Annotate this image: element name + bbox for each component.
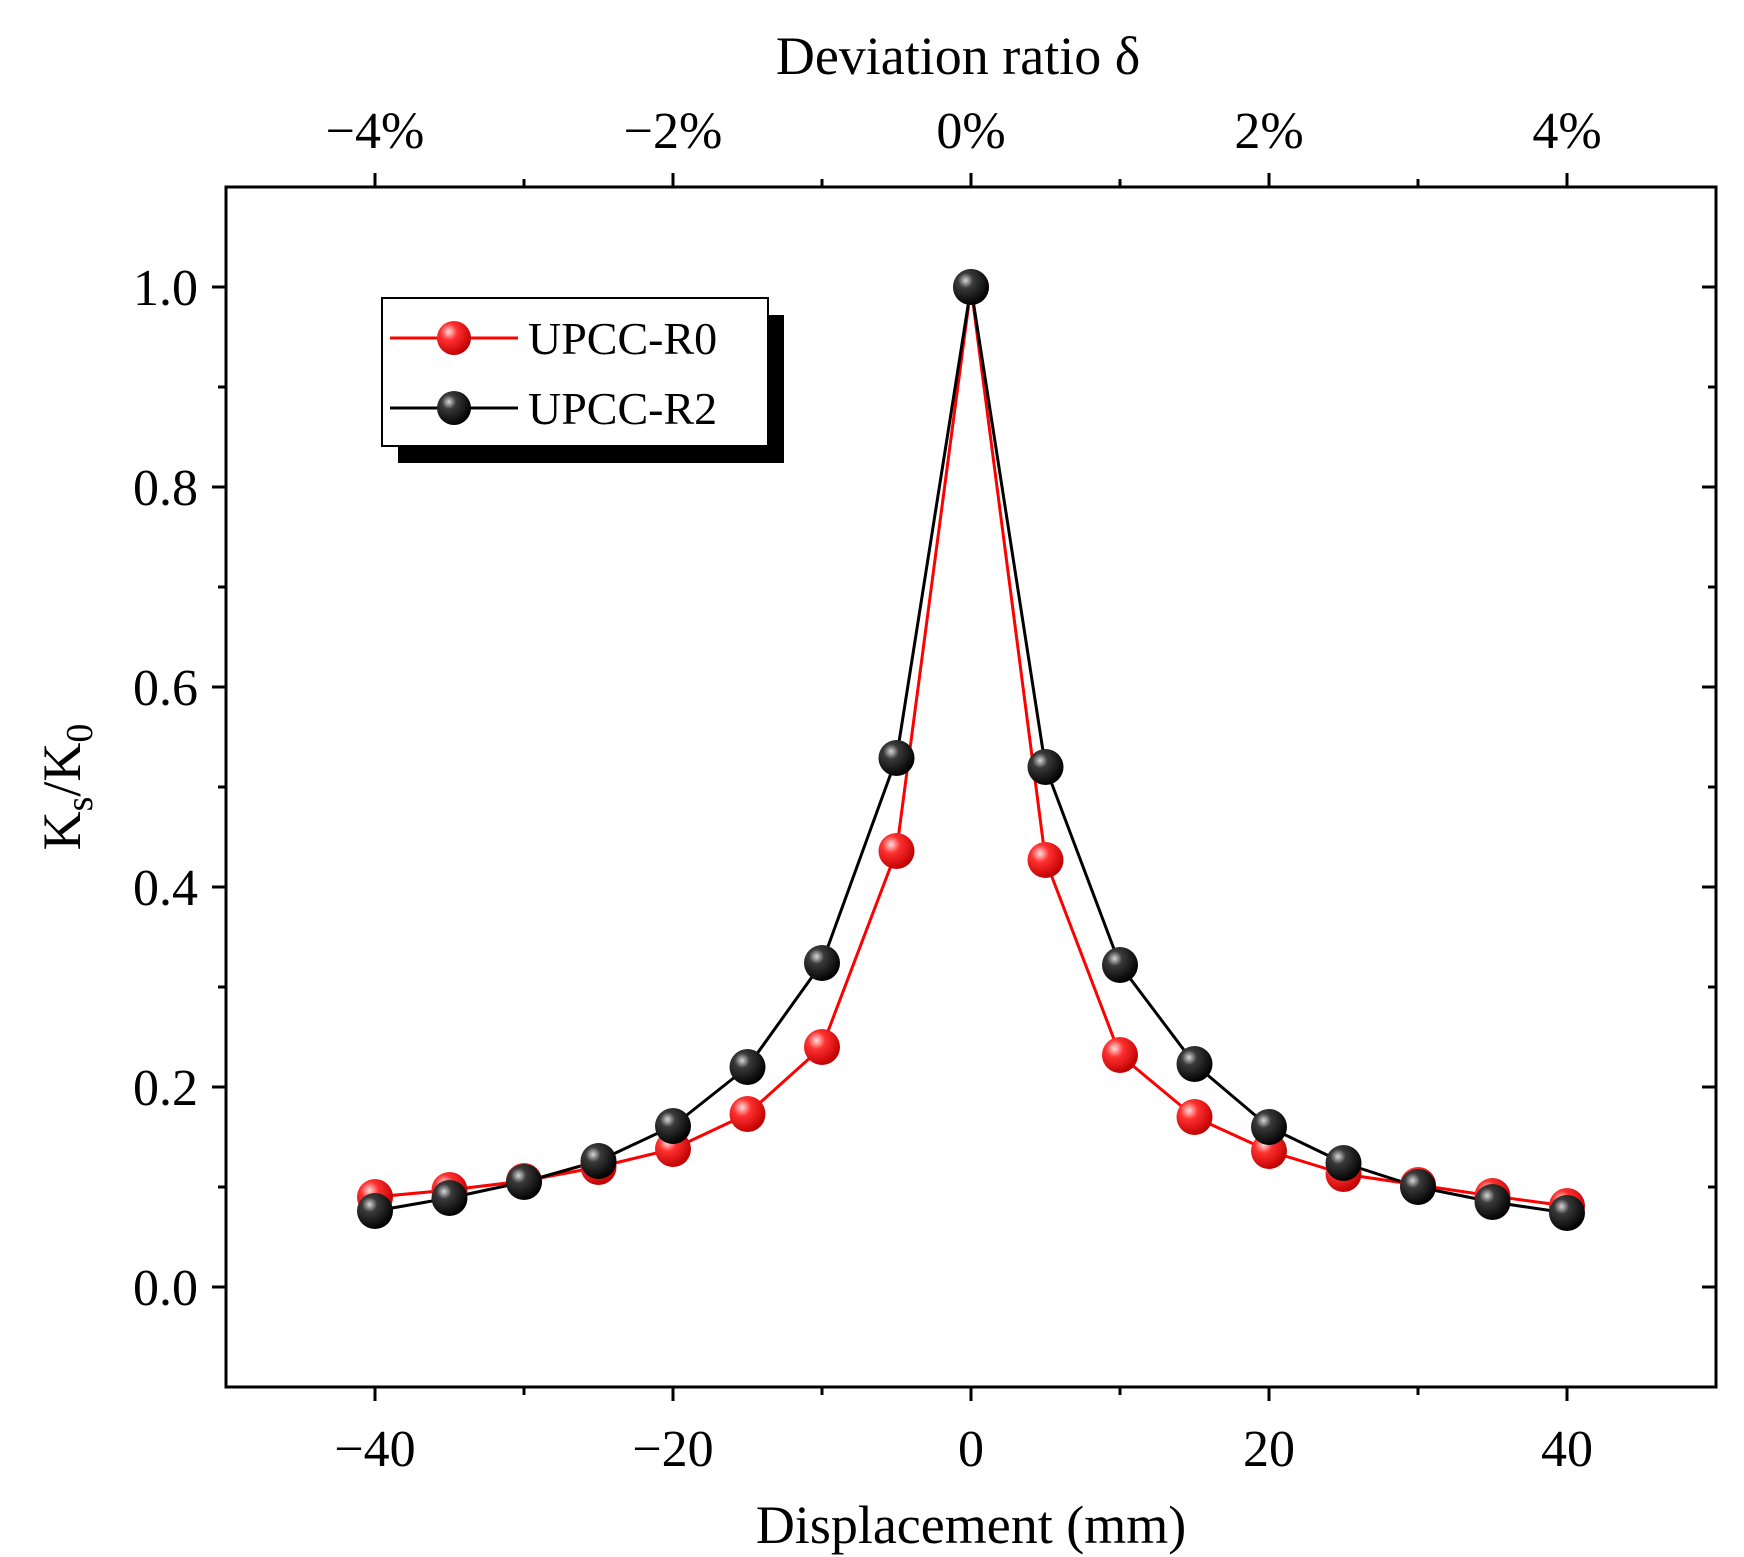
top-tick-label: 2%	[1234, 103, 1303, 160]
series-layer	[357, 269, 1585, 1231]
y-tick-label: 0.6	[133, 660, 198, 717]
data-point-upcc-r2	[804, 945, 840, 981]
data-point-upcc-r2	[431, 1180, 468, 1216]
data-point-upcc-r2	[1251, 1109, 1287, 1145]
data-point-upcc-r0	[878, 833, 915, 869]
svg-text:Ks/K0: Ks/K0	[32, 724, 101, 851]
data-point-upcc-r2	[1027, 749, 1064, 785]
x-tick-label: 20	[1243, 1421, 1295, 1478]
legend-label-upcc-r2: UPCC-R2	[528, 383, 717, 434]
data-point-upcc-r2	[1474, 1184, 1511, 1220]
data-point-upcc-r2	[1102, 947, 1138, 983]
data-point-upcc-r0	[729, 1096, 766, 1132]
axis-ticks	[212, 173, 1716, 1401]
x-tick-label: 0	[958, 1421, 984, 1478]
data-point-upcc-r2	[357, 1193, 393, 1229]
data-point-upcc-r2	[1549, 1195, 1585, 1231]
top-tick-label: 0%	[936, 103, 1005, 160]
y-tick-label: 0.2	[133, 1060, 198, 1117]
x-tick-label: −40	[334, 1421, 415, 1478]
data-point-upcc-r2	[580, 1143, 617, 1179]
x-tick-label: 40	[1541, 1421, 1593, 1478]
data-point-upcc-r0	[1027, 842, 1064, 878]
data-point-upcc-r2	[1176, 1046, 1213, 1082]
data-point-upcc-r2	[506, 1164, 542, 1200]
top-tick-label: −2%	[624, 103, 723, 160]
axis-tick-labels: −40 −20 0 20 40 −4% −2% 0% 2% 4% 0.0 0.2 0.4 0.6 0.8 1.…	[133, 103, 1602, 1478]
legend-label-upcc-r0: UPCC-R0	[528, 313, 717, 364]
top-tick-label: −4%	[326, 103, 425, 160]
data-point-upcc-r0	[1176, 1099, 1213, 1135]
data-point-upcc-r2	[878, 740, 915, 776]
top-tick-label: 4%	[1532, 103, 1601, 160]
data-point-upcc-r0	[804, 1029, 840, 1065]
data-point-upcc-r2	[953, 269, 989, 305]
y-tick-label: 0.8	[133, 460, 198, 517]
data-point-upcc-r2	[1400, 1169, 1436, 1205]
y-tick-label: 0.4	[133, 860, 198, 917]
x-axis-title: Displacement (mm)	[756, 1495, 1186, 1555]
top-axis-title: Deviation ratio δ	[776, 26, 1140, 86]
data-point-upcc-r2	[729, 1049, 766, 1085]
data-point-upcc-r2	[1325, 1145, 1362, 1181]
y-tick-label: 1.0	[133, 260, 198, 317]
x-tick-label: −20	[632, 1421, 713, 1478]
y-tick-label: 0.0	[133, 1260, 198, 1317]
data-point-upcc-r0	[1102, 1037, 1138, 1073]
y-axis-title: Ks/K0	[32, 724, 101, 851]
data-point-upcc-r2	[655, 1108, 691, 1144]
legend-marker-upcc-r0	[437, 321, 471, 355]
legend: UPCC-R0 UPCC-R2	[381, 297, 784, 463]
legend-marker-upcc-r2	[437, 391, 471, 425]
